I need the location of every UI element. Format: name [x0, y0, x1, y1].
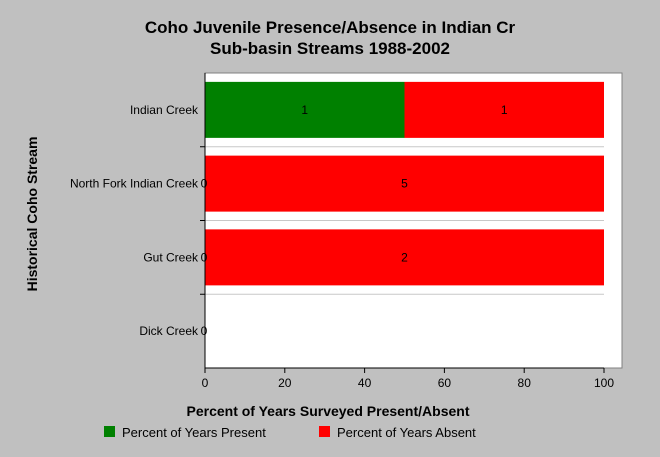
y-tick-label: North Fork Indian Creek [70, 177, 199, 191]
bar-present [205, 81, 405, 138]
x-axis: 0 20 40 60 80 100 [202, 367, 614, 390]
y-axis-title: Historical Coho Stream [24, 137, 40, 292]
bar-count-label: 5 [401, 177, 408, 191]
x-tick-label: 80 [518, 376, 532, 390]
bar-count-label: 0 [201, 250, 208, 264]
x-tick-label: 0 [202, 376, 209, 390]
bar-count-label: 1 [301, 103, 308, 117]
x-tick-label: 60 [438, 376, 452, 390]
bar-count-label: 0 [201, 324, 208, 338]
bar-labels: 1 10 50 20 [201, 103, 508, 338]
x-axis-title: Percent of Years Surveyed Present/Absent [187, 403, 470, 419]
bar-absent [404, 81, 604, 138]
bar-count-label: 2 [401, 250, 408, 264]
legend: Percent of Years Present Percent of Year… [104, 425, 476, 440]
y-tick-label: Dick Creek [139, 324, 199, 338]
legend-swatch-present [104, 426, 115, 437]
gridlines [205, 146, 604, 295]
y-tick-label: Indian Creek [130, 103, 199, 117]
y-tick-label: Gut Creek [143, 250, 199, 264]
legend-swatch-absent [319, 426, 330, 437]
bar-absent [205, 155, 604, 212]
chart-title-line-1: Coho Juvenile Presence/Absence in Indian… [145, 18, 516, 37]
bar-absent [205, 229, 604, 286]
legend-label-present: Percent of Years Present [122, 425, 266, 440]
bar-count-label: 0 [201, 177, 208, 191]
x-tick-label: 40 [358, 376, 372, 390]
bars [205, 81, 604, 286]
bar-count-label: 1 [501, 103, 508, 117]
x-tick-label: 20 [278, 376, 292, 390]
x-tick-label: 100 [594, 376, 614, 390]
legend-label-absent: Percent of Years Absent [337, 425, 476, 440]
y-axis: Indian Creek North Fork Indian Creek Gut C… [70, 73, 206, 368]
chart-title-line-2: Sub-basin Streams 1988-2002 [210, 39, 450, 58]
